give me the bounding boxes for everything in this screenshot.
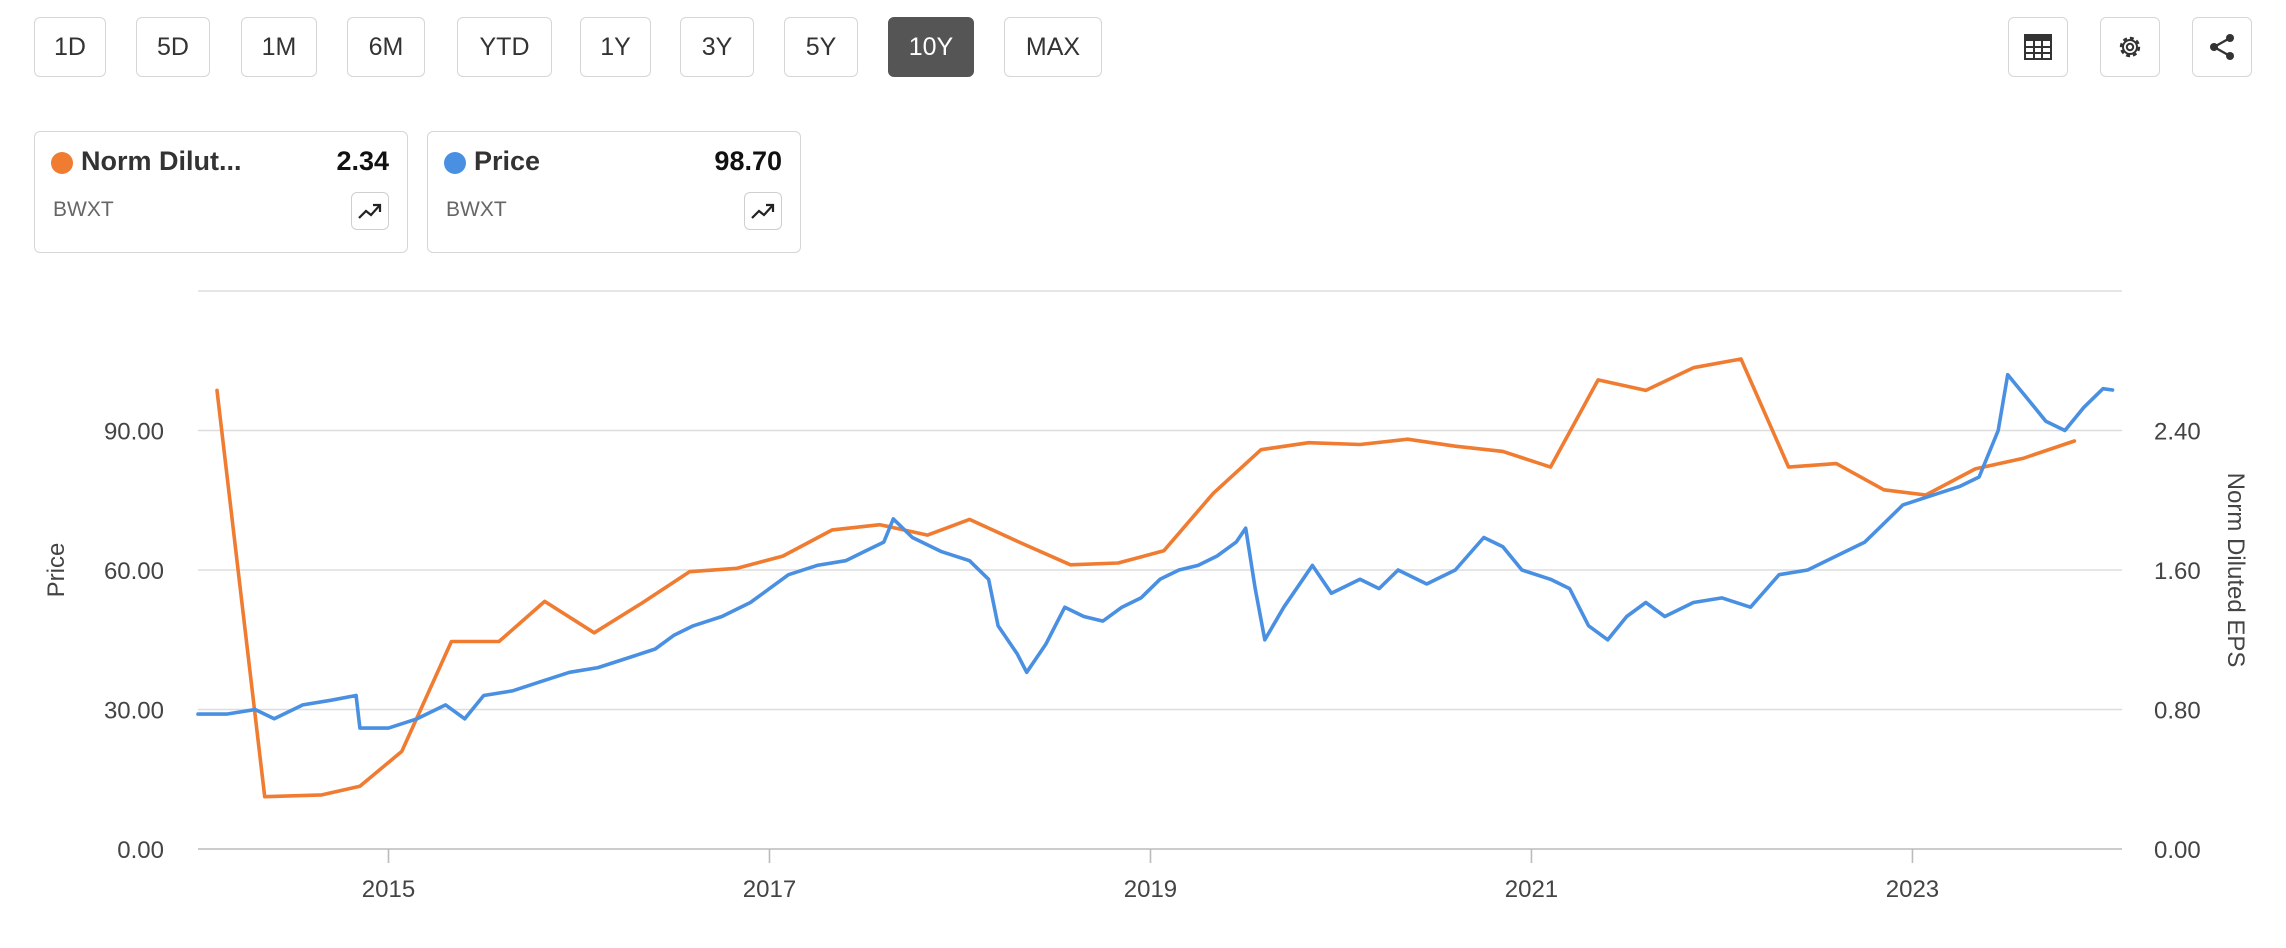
price-color-dot — [444, 152, 466, 174]
trend-up-icon[interactable] — [744, 192, 782, 230]
x-tick-label: 2019 — [1124, 876, 1177, 903]
x-axis-ticks: 2015 2017 2019 2021 2023 — [362, 849, 1939, 903]
x-tick-label: 2023 — [1886, 876, 1939, 903]
range-button-1y[interactable]: 1Y — [580, 17, 651, 77]
right-tick-label: 1.60 — [2154, 558, 2201, 585]
legend-card-name: Norm Dilut... — [81, 146, 242, 176]
range-button-ytd[interactable]: YTD — [457, 17, 552, 77]
legend-card-eps[interactable]: Norm Dilut... 2.34 BWXT — [34, 131, 408, 253]
legend-card-name: Price — [474, 146, 541, 176]
left-tick-label: 30.00 — [104, 698, 164, 725]
x-tick-label: 2017 — [743, 876, 796, 903]
right-axis-title: Norm Diluted EPS — [2222, 473, 2249, 668]
x-tick-label: 2021 — [1505, 876, 1558, 903]
right-tick-label: 0.80 — [2154, 698, 2201, 725]
x-tick-label: 2015 — [362, 876, 415, 903]
table-view-button[interactable] — [2008, 17, 2068, 77]
range-button-10y[interactable]: 10Y — [888, 17, 974, 77]
legend-card-price[interactable]: Price 98.70 BWXT — [427, 131, 801, 253]
series-line-price — [196, 372, 2115, 730]
series-line-norm-diluted-eps — [215, 357, 2077, 799]
left-axis-ticks: 0.00 30.00 60.00 90.00 — [104, 419, 164, 865]
left-axis-title: Price — [43, 543, 70, 598]
table-icon — [2024, 34, 2052, 60]
range-button-max[interactable]: MAX — [1004, 17, 1102, 77]
trend-up-icon[interactable] — [351, 192, 389, 230]
left-tick-label: 60.00 — [104, 558, 164, 585]
legend-card-value: 98.70 — [714, 146, 782, 176]
gear-icon — [2119, 36, 2141, 58]
series-lines — [196, 357, 2115, 799]
gridlines — [198, 290, 2122, 850]
range-button-5y[interactable]: 5Y — [784, 17, 858, 77]
left-tick-label: 0.00 — [117, 837, 164, 864]
range-button-3y[interactable]: 3Y — [680, 17, 754, 77]
right-tick-label: 0.00 — [2154, 837, 2201, 864]
range-button-1m[interactable]: 1M — [241, 17, 317, 77]
settings-button[interactable] — [2100, 17, 2160, 77]
right-tick-label: 2.40 — [2154, 419, 2201, 446]
legend-card-value: 2.34 — [336, 146, 389, 176]
range-button-5d[interactable]: 5D — [136, 17, 210, 77]
range-button-6m[interactable]: 6M — [347, 17, 425, 77]
right-axis-ticks: 0.00 0.80 1.60 2.40 — [2154, 419, 2201, 865]
share-icon — [2210, 34, 2234, 60]
legend-card-ticker: BWXT — [446, 198, 507, 221]
legend-card-ticker: BWXT — [53, 198, 114, 221]
range-button-1d[interactable]: 1D — [34, 17, 106, 77]
share-button[interactable] — [2192, 17, 2252, 77]
left-tick-label: 90.00 — [104, 419, 164, 446]
eps-color-dot — [51, 152, 73, 174]
